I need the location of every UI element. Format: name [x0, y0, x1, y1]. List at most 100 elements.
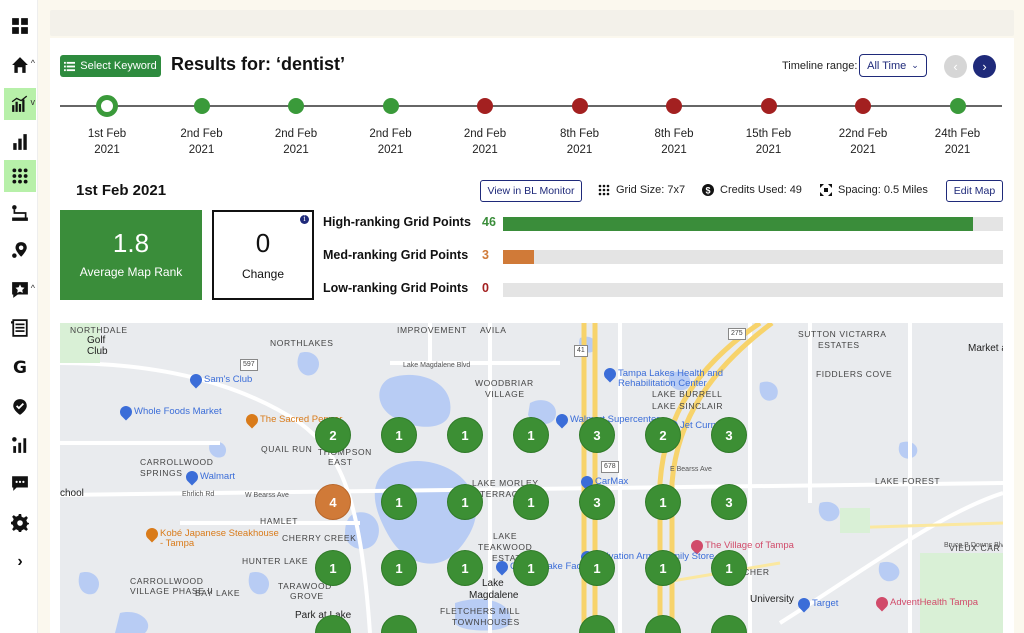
- timeline-point-label: 15th Feb 2021: [734, 126, 804, 158]
- poi-label[interactable]: Whole Foods Market: [134, 406, 222, 417]
- map-marker-icon[interactable]: [4, 391, 36, 423]
- ranking-row-count: 0: [482, 281, 489, 295]
- grid-point-marker[interactable]: 3: [579, 417, 615, 453]
- grid-point-marker[interactable]: 1: [381, 417, 417, 453]
- grid-point-marker[interactable]: 4: [315, 484, 351, 520]
- timeline-track: [60, 105, 1002, 107]
- map-area-label: LAKE: [493, 531, 518, 541]
- map-area-label: HUNTER LAKE: [242, 556, 309, 566]
- timeline-next-button[interactable]: ›: [973, 55, 996, 78]
- map-area-label: LAKE MORLEY: [472, 478, 539, 488]
- grid-point-marker[interactable]: 1: [315, 550, 351, 586]
- change-value: 0: [255, 228, 271, 258]
- credits-used-text: Credits Used: 49: [720, 184, 802, 196]
- poi-label[interactable]: Sam's Club: [204, 374, 253, 385]
- analytics-icon[interactable]: [4, 429, 36, 461]
- grid-point-marker[interactable]: 1: [513, 417, 549, 453]
- timeline-point[interactable]: [477, 98, 493, 114]
- grid-point-marker[interactable]: 1: [381, 550, 417, 586]
- grid-icon[interactable]: [4, 160, 36, 192]
- chat-icon[interactable]: [4, 467, 36, 499]
- grid-point-marker[interactable]: 1: [513, 550, 549, 586]
- poi-label[interactable]: Target: [812, 598, 839, 609]
- timeline-date: 15th Feb: [745, 128, 792, 140]
- grid-point-marker[interactable]: 1: [447, 417, 483, 453]
- map-area-label: Golf: [87, 335, 106, 346]
- rank-map[interactable]: NORTHDALE NORTHLAKES IMPROVEMENT AVILA SUTTO…: [60, 323, 1003, 633]
- grid-point-marker[interactable]: 3: [579, 484, 615, 520]
- map-area-label: Market a: [968, 343, 1003, 354]
- review-star-icon[interactable]: ^: [4, 274, 36, 306]
- road-shield: 275: [728, 328, 746, 340]
- selected-date-heading: 1st Feb 2021: [76, 182, 167, 199]
- report-list-icon[interactable]: [4, 312, 36, 344]
- grid-size-stat: Grid Size: 7x7: [598, 184, 685, 196]
- grid-point-marker[interactable]: 1: [381, 484, 417, 520]
- poi-label[interactable]: Tampa Lakes Health and Rehabilitation Ce…: [618, 368, 724, 389]
- timeline-point[interactable]: [666, 98, 682, 114]
- map-area-label: VIEUX CAR: [949, 543, 1001, 553]
- location-pin-icon[interactable]: [4, 234, 36, 266]
- grid-point-marker[interactable]: 1: [645, 484, 681, 520]
- svg-text:$: $: [705, 185, 710, 195]
- home-icon[interactable]: ^: [4, 49, 36, 81]
- settings-icon[interactable]: [4, 507, 36, 539]
- poi-label[interactable]: Jet Curry: [680, 420, 719, 431]
- timeline-point[interactable]: [855, 98, 871, 114]
- poi-label[interactable]: Walmart Supercenter: [570, 414, 660, 425]
- grid-point-marker[interactable]: 1: [447, 550, 483, 586]
- route-icon[interactable]: [4, 197, 36, 229]
- chevron-up-icon: ^: [30, 58, 35, 68]
- timeline-point[interactable]: [96, 95, 118, 117]
- select-keyword-button[interactable]: Select Keyword: [60, 55, 161, 77]
- timeline-date: 24th Feb: [934, 128, 981, 140]
- grid-point-marker[interactable]: 1: [711, 550, 747, 586]
- map-area-label: W Bearss Ave: [245, 492, 289, 499]
- info-icon[interactable]: i: [300, 215, 309, 224]
- map-area-label: TEAKWOOD: [478, 542, 533, 552]
- ranking-row-label: Med-ranking Grid Points: [323, 248, 469, 262]
- grid-point-marker[interactable]: 1: [645, 550, 681, 586]
- timeline-year: 2021: [472, 144, 498, 156]
- ranking-row-label: Low-ranking Grid Points: [323, 281, 469, 295]
- grid-point-marker[interactable]: 2: [645, 417, 681, 453]
- dashboard-icon[interactable]: [4, 10, 36, 42]
- timeline-point[interactable]: [760, 98, 777, 114]
- timeline-range-select[interactable]: All Time ⌄: [859, 54, 927, 77]
- ranking-bar-track: [503, 250, 1003, 264]
- grid-point-marker[interactable]: 1: [579, 550, 615, 586]
- view-bl-monitor-button[interactable]: View in BL Monitor: [480, 180, 582, 202]
- poi-label[interactable]: Walmart: [200, 471, 236, 482]
- map-area-label: LAKE SINCLAIR: [652, 401, 724, 411]
- ranking-bar-fill: [503, 250, 534, 264]
- edit-map-button[interactable]: Edit Map: [946, 180, 1003, 202]
- spacing-text: Spacing: 0.5 Miles: [838, 184, 928, 196]
- google-icon[interactable]: G: [13, 358, 27, 378]
- grid-point-marker[interactable]: 2: [315, 417, 351, 453]
- rankings-icon[interactable]: v: [4, 88, 36, 120]
- timeline-point[interactable]: [382, 98, 399, 114]
- timeline-year: 2021: [566, 144, 593, 156]
- timeline-point[interactable]: [571, 98, 588, 114]
- grid-point-marker[interactable]: 3: [711, 484, 747, 520]
- timeline-prev-button[interactable]: ‹: [944, 55, 967, 78]
- poi-label[interactable]: Kobé Japanese Steakhouse - Tampa: [160, 528, 279, 549]
- grid-point-marker[interactable]: 1: [447, 484, 483, 520]
- timeline-point[interactable]: [288, 98, 304, 114]
- poi-label[interactable]: Cheesecake Factory: [510, 561, 598, 572]
- map-area-label: CARROLLWOOD: [130, 576, 204, 586]
- grid-point-marker[interactable]: 3: [711, 417, 747, 453]
- expand-chevron-icon[interactable]: ›: [17, 553, 23, 570]
- poi-label[interactable]: The Village of Tampa: [705, 540, 794, 551]
- timeline-point[interactable]: [949, 98, 966, 114]
- map-area-label: Bruce B Downs Blvd: [944, 542, 1003, 549]
- grid-point-marker[interactable]: 1: [513, 484, 549, 520]
- map-area-label: QUAIL RUN: [261, 444, 313, 454]
- bar-chart-icon[interactable]: [4, 126, 36, 158]
- timeline-point[interactable]: [193, 98, 210, 114]
- poi-label[interactable]: The Sacred Pepper: [260, 414, 343, 425]
- poi-label[interactable]: CarMax: [595, 476, 629, 487]
- timeline-point-label: 24th Feb 2021: [923, 126, 993, 158]
- ranking-bar-fill: [503, 217, 973, 231]
- poi-label[interactable]: AdventHealth Tampa: [890, 597, 979, 608]
